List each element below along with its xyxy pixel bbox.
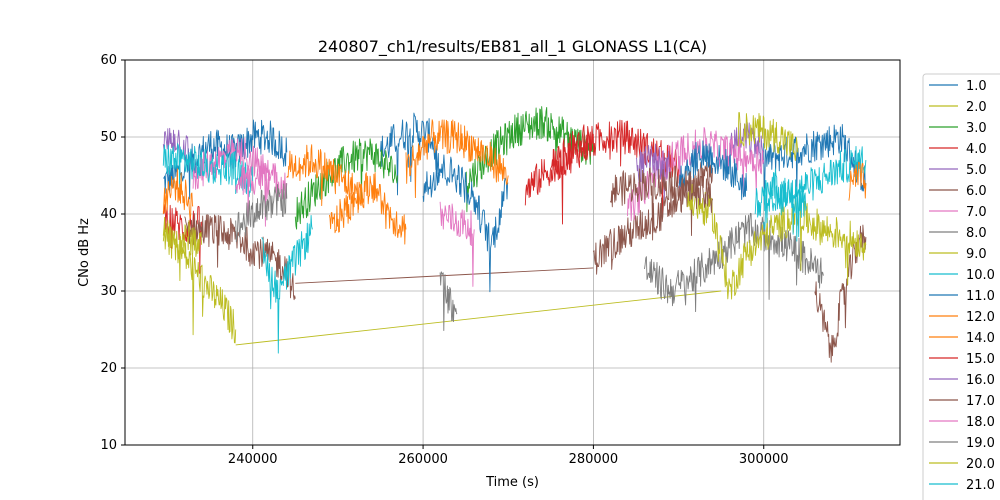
legend-entry: 18.0 [966, 415, 995, 430]
series-trace [328, 172, 407, 245]
series-trace [644, 212, 824, 313]
chart-title: 240807_ch1/results/EB81_all_1 GLONASS L1… [318, 37, 707, 57]
legend: 1.0 2.0 3.0 4.0 5.0 6.0 7.0 8.0 9.0 10.0 11.0 12.0 1… [922, 73, 1000, 500]
legend-entry: 7.0 [966, 205, 987, 220]
series-3-0 [294, 106, 594, 230]
series-8-0 [439, 212, 824, 331]
series-trace [524, 124, 594, 225]
series-15-0 [524, 124, 594, 225]
y-tick-label: 60 [100, 53, 117, 68]
series-18-0 [235, 160, 288, 224]
plot-frame [124, 59, 901, 446]
legend-entry: 8.0 [966, 226, 987, 241]
series-20-0 [162, 216, 203, 261]
legend-entry: 15.0 [966, 352, 995, 367]
series-trace [609, 165, 714, 241]
series-trace [439, 271, 458, 331]
series-trace [235, 182, 288, 243]
legend-entry: 21.0 [966, 478, 995, 493]
series-trace [737, 112, 799, 162]
series-trace [763, 145, 867, 242]
series-trace [162, 222, 237, 344]
series-trace [184, 213, 296, 301]
y-axis-label: CNo dB Hz [77, 218, 92, 287]
series-trace [422, 154, 509, 293]
series-trace [286, 144, 364, 210]
x-tick-label: 240000 [228, 452, 278, 467]
legend-entry: 11.0 [966, 289, 995, 304]
series-trace [686, 183, 867, 300]
x-tick-label: 280000 [569, 452, 619, 467]
series-12-0 [162, 119, 867, 219]
legend-entry: 3.0 [966, 121, 987, 136]
series-trace [162, 168, 194, 219]
series-14-0 [328, 172, 407, 245]
series-trace [235, 160, 288, 224]
legend-entry: 5.0 [966, 163, 987, 178]
series-trace [439, 201, 475, 287]
series-trace [754, 168, 807, 238]
series-trace [635, 143, 671, 200]
x-axis: 240000 260000 280000 300000 [228, 445, 789, 467]
series-trace [294, 138, 398, 230]
series-trace [192, 137, 271, 227]
legend-entry: 14.0 [966, 331, 995, 346]
x-tick-label: 260000 [398, 452, 448, 467]
x-axis-label: Time (s) [485, 475, 539, 490]
series-trace [380, 112, 441, 196]
series-19-0 [235, 182, 288, 243]
series-17-0 [609, 165, 714, 241]
series-1-0 [163, 112, 867, 205]
series-trace [162, 143, 254, 198]
y-tick-label: 40 [100, 207, 117, 222]
series-21-0 [754, 168, 807, 238]
legend-entry: 4.0 [966, 142, 987, 157]
series-9-0 [686, 112, 867, 300]
series-trace [261, 214, 313, 354]
y-axis: 10 20 30 40 50 60 [100, 53, 125, 453]
legend-entry: 17.0 [966, 394, 995, 409]
legend-entry: 9.0 [966, 247, 987, 262]
legend-entry: 12.0 [966, 310, 995, 325]
legend-entry: 10.0 [966, 268, 995, 283]
legend-entry: 20.0 [966, 457, 995, 472]
x-tick-label: 300000 [739, 452, 789, 467]
series-trace [235, 290, 722, 346]
legend-entry: 6.0 [966, 184, 987, 199]
series-layer [162, 106, 867, 363]
series-2-0 [162, 222, 722, 346]
series-trace [405, 119, 509, 199]
legend-entry: 1.0 [966, 79, 987, 94]
legend-entry: 2.0 [966, 100, 987, 115]
y-tick-label: 10 [100, 438, 117, 453]
legend-entry: 16.0 [966, 373, 995, 388]
series-trace [763, 124, 867, 205]
series-16-0 [635, 143, 671, 200]
y-tick-label: 20 [100, 361, 117, 376]
plot-area [124, 59, 901, 446]
series-trace [295, 267, 594, 284]
series-trace [465, 106, 594, 213]
y-tick-label: 50 [100, 130, 117, 145]
legend-box [922, 73, 1000, 500]
legend-entry: 19.0 [966, 436, 995, 451]
series-trace [163, 119, 288, 200]
y-tick-label: 30 [100, 284, 117, 299]
series-10-0 [162, 143, 867, 354]
series-trace [848, 161, 867, 201]
series-trace [162, 216, 203, 261]
